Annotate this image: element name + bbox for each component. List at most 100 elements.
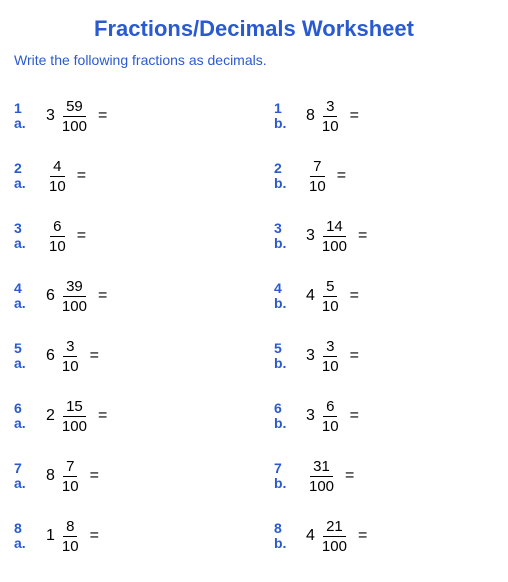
problem-label: 3b. [274, 221, 296, 252]
denominator: 100 [319, 237, 350, 254]
problem: 6a.215100= [14, 386, 234, 446]
fraction: 410 [46, 159, 69, 194]
fraction: 710 [59, 459, 82, 494]
problem-col: a. [14, 176, 36, 191]
problem: 5b.3310= [274, 326, 494, 386]
equals-sign: = [358, 527, 367, 545]
equals-sign: = [98, 287, 107, 305]
equals-sign: = [77, 167, 86, 185]
problem-label: 7a. [14, 461, 36, 492]
denominator: 10 [319, 417, 342, 434]
problem-label: 6b. [274, 401, 296, 432]
problem-col: a. [14, 476, 36, 491]
problem: 7a.8710= [14, 446, 234, 506]
denominator: 100 [59, 117, 90, 134]
denominator: 100 [59, 417, 90, 434]
equals-sign: = [345, 467, 354, 485]
whole-number: 4 [306, 287, 315, 305]
problem: 3a. 610= [14, 206, 234, 266]
problem-row: 8 [14, 521, 36, 536]
numerator: 3 [63, 339, 77, 357]
denominator: 100 [59, 297, 90, 314]
expression: 639100= [46, 279, 107, 314]
problem-row: 6 [274, 401, 296, 416]
equals-sign: = [350, 347, 359, 365]
expression: 6310 = [46, 339, 99, 374]
whole-number: 4 [306, 527, 315, 545]
expression: 31100 = [306, 459, 354, 494]
problem: 2b. 710= [274, 146, 494, 206]
equals-sign: = [90, 347, 99, 365]
problem: 5a.6310= [14, 326, 234, 386]
problem-col: a. [14, 236, 36, 251]
whole-number: 6 [46, 347, 55, 365]
problem-col: a. [14, 116, 36, 131]
problem: 4a.639100= [14, 266, 234, 326]
problem-row: 4 [274, 281, 296, 296]
problem-col: a. [14, 356, 36, 371]
fraction: 610 [46, 219, 69, 254]
numerator: 6 [50, 219, 64, 237]
problem-row: 3 [14, 221, 36, 236]
equals-sign: = [350, 107, 359, 125]
equals-sign: = [350, 287, 359, 305]
numerator: 39 [63, 279, 86, 297]
numerator: 7 [63, 459, 77, 477]
problem-label: 4b. [274, 281, 296, 312]
problem-label: 1b. [274, 101, 296, 132]
problem-label: 8a. [14, 521, 36, 552]
denominator: 10 [59, 537, 82, 554]
equals-sign: = [98, 107, 107, 125]
fraction: 310 [59, 339, 82, 374]
fraction: 310 [319, 339, 342, 374]
expression: 610= [46, 219, 86, 254]
problem: 2a.410= [14, 146, 234, 206]
problem-row: 1 [14, 101, 36, 116]
denominator: 10 [319, 297, 342, 314]
expression: 3610 = [306, 399, 359, 434]
equals-sign: = [350, 407, 359, 425]
problem-label: 1a. [14, 101, 36, 132]
fraction: 21100 [319, 519, 350, 554]
problem-col: b. [274, 176, 296, 191]
whole-number: 8 [306, 107, 315, 125]
expression: 3310 = [306, 339, 359, 374]
problem: 8b. 421100 = [274, 506, 494, 566]
problem: 3b.314100= [274, 206, 494, 266]
numerator: 4 [50, 159, 64, 177]
numerator: 14 [323, 219, 346, 237]
problem-label: 8b. [274, 521, 296, 552]
whole-number: 3 [46, 107, 55, 125]
problem-row: 3 [274, 221, 296, 236]
problem-row: 2 [274, 161, 296, 176]
numerator: 6 [323, 399, 337, 417]
expression: 710= [306, 159, 346, 194]
problem-row: 5 [274, 341, 296, 356]
problem-row: 4 [14, 281, 36, 296]
numerator: 3 [323, 339, 337, 357]
fraction: 31100 [306, 459, 337, 494]
problem-col: b. [274, 536, 296, 551]
expression: 359100 = [46, 99, 107, 134]
expression: 8310= [306, 99, 359, 134]
whole-number: 3 [306, 407, 315, 425]
expression: 421100 = [306, 519, 367, 554]
problem-label: 2b. [274, 161, 296, 192]
numerator: 5 [323, 279, 337, 297]
problem-col: a. [14, 536, 36, 551]
fraction: 59100 [59, 99, 90, 134]
problem: 1b. 8310= [274, 86, 494, 146]
numerator: 15 [63, 399, 86, 417]
denominator: 10 [46, 177, 69, 194]
whole-number: 3 [306, 227, 315, 245]
numerator: 7 [310, 159, 324, 177]
problem-col: b. [274, 416, 296, 431]
expression: 4510 = [306, 279, 359, 314]
numerator: 31 [310, 459, 333, 477]
fraction: 15100 [59, 399, 90, 434]
expression: 410 = [46, 159, 86, 194]
denominator: 10 [319, 357, 342, 374]
problem: 6b.3610= [274, 386, 494, 446]
fraction: 710 [306, 159, 329, 194]
denominator: 100 [306, 477, 337, 494]
